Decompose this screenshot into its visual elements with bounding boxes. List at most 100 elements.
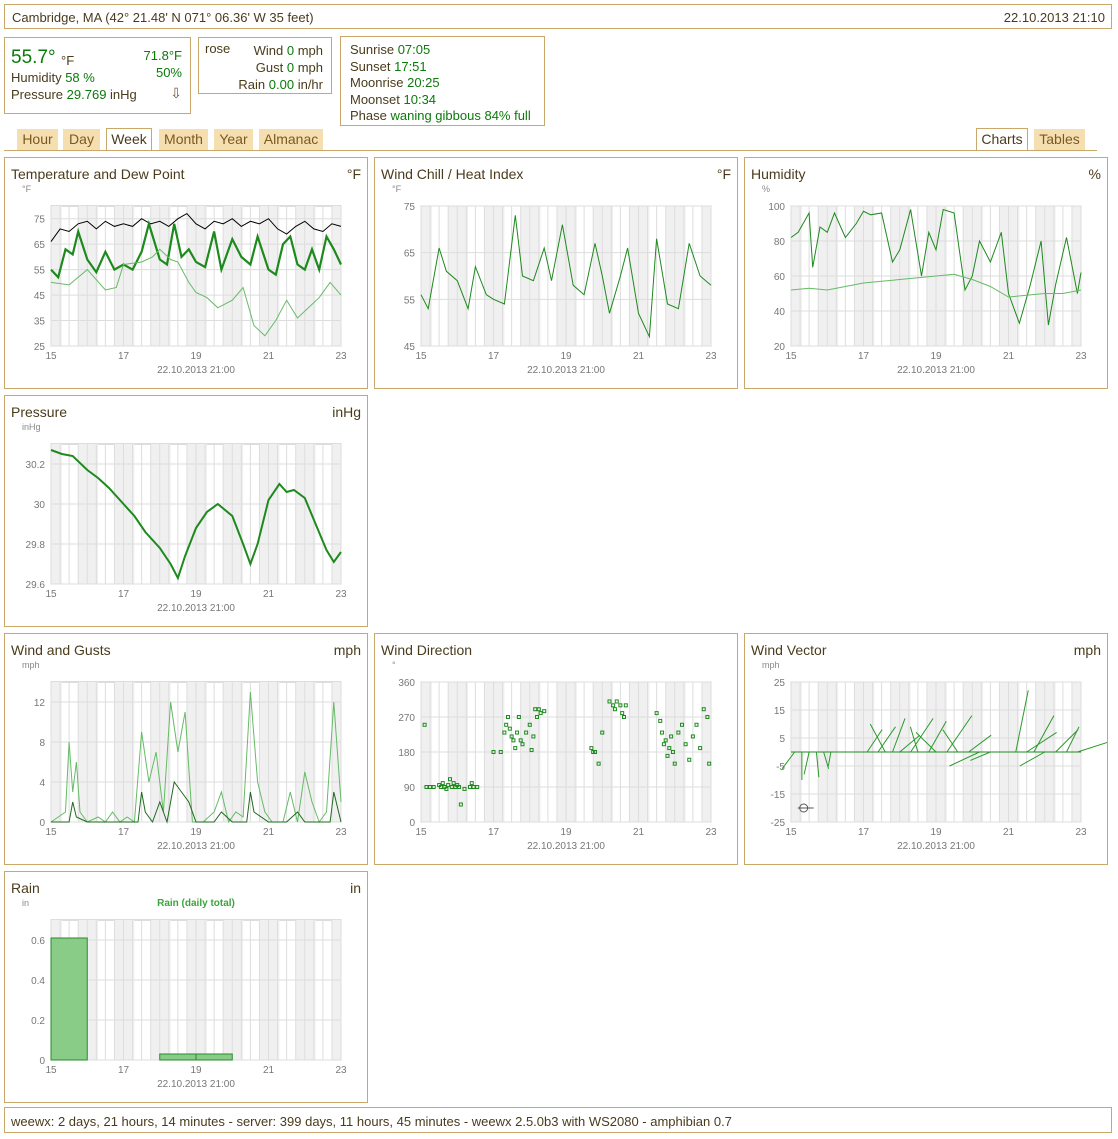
night-band — [268, 206, 280, 346]
humidity-label: Humidity — [11, 70, 62, 85]
moonset-row: Moonset 10:34 — [350, 92, 531, 109]
y-axis-unit: mph — [762, 660, 780, 670]
pressure-unit: inHg — [110, 87, 137, 102]
night-band — [114, 920, 124, 1060]
night-band — [186, 444, 196, 584]
x-tick-label: 15 — [45, 589, 57, 600]
y-tick-label: 100 — [768, 202, 785, 213]
y-axis-unit: °F — [392, 184, 402, 194]
night-band — [186, 206, 196, 346]
x-tick-label: 23 — [335, 827, 347, 838]
series-line — [50, 449, 342, 581]
x-tick-label: 15 — [415, 351, 427, 362]
y-tick-label: 30 — [34, 500, 46, 511]
y-tick-label: 25 — [774, 678, 786, 689]
wind-vector-chart-panel: Wind Vector mph -25 -15 -5 5 15 25 mph 15 17 19 21… — [744, 633, 1108, 865]
chart-unit: % — [1088, 166, 1101, 182]
scatter-point — [507, 726, 512, 731]
x-axis-date-label: 22.10.2013 21:00 — [157, 365, 235, 376]
night-band — [87, 920, 99, 1060]
wind-vector — [866, 729, 883, 753]
tab-charts[interactable]: Charts — [976, 128, 1028, 151]
wind-vector — [970, 751, 991, 761]
night-band — [268, 920, 280, 1060]
rain-row: Rain 0.00 in/hr — [238, 76, 323, 93]
night-band — [331, 444, 341, 584]
scatter-point — [529, 748, 534, 753]
x-tick-label: 19 — [190, 351, 202, 362]
night-band — [259, 206, 269, 346]
scatter-point — [422, 722, 427, 727]
scatter-point — [509, 734, 514, 739]
x-axis-date-label: 22.10.2013 21:00 — [527, 841, 605, 852]
pressure-trend-arrow-icon: ⇩ — [170, 85, 182, 101]
tab-tables[interactable]: Tables — [1034, 129, 1085, 150]
scatter-point — [520, 742, 525, 747]
chart-svg: 0 0.2 0.4 0.6 in 15 17 19 21 23 22.10.2013 21:00 Ra… — [22, 898, 347, 1090]
x-axis-date-label: 22.10.2013 21:00 — [527, 365, 605, 376]
night-band — [150, 682, 160, 822]
tab-hour[interactable]: Hour — [17, 129, 58, 150]
x-tick-label: 15 — [785, 351, 797, 362]
humidity-value: 58 % — [65, 70, 95, 85]
series-line — [50, 219, 342, 280]
night-band — [232, 920, 244, 1060]
x-tick-label: 17 — [488, 351, 500, 362]
y-tick-label: 0.4 — [31, 976, 45, 987]
wind-unit: mph — [297, 43, 323, 58]
night-band — [701, 206, 711, 346]
scatter-point — [536, 707, 541, 712]
tab-year[interactable]: Year — [214, 129, 253, 150]
inside-humidity: 50% — [155, 65, 182, 80]
x-tick-label: 17 — [118, 1065, 130, 1076]
y-tick-label: 0 — [39, 818, 45, 829]
tab-week[interactable]: Week — [106, 128, 152, 151]
night-band — [421, 206, 432, 346]
current-datetime: 22.10.2013 21:10 — [1003, 10, 1105, 25]
x-tick-label: 19 — [190, 827, 202, 838]
scatter-point — [506, 715, 510, 719]
wind-vector — [928, 720, 947, 753]
moonset-label: Moonset — [350, 91, 400, 107]
chart-svg: 45 55 65 75°F 15 17 19 21 23 22.10.2013 21:00 — [392, 184, 717, 376]
x-tick-label: 19 — [930, 827, 942, 838]
scatter-point — [661, 742, 666, 747]
x-tick-label: 15 — [45, 351, 57, 362]
x-axis-date-label: 22.10.2013 21:00 — [897, 365, 975, 376]
wind-label: Wind — [253, 43, 284, 58]
y-tick-label: 25 — [34, 342, 46, 353]
y-tick-label: 180 — [398, 748, 415, 759]
night-band — [304, 682, 316, 822]
scatter-point — [611, 703, 616, 708]
sunrise-value: 07:05 — [397, 42, 431, 57]
tab-month[interactable]: Month — [159, 129, 208, 150]
night-band — [123, 682, 135, 822]
night-band — [150, 444, 160, 584]
scatter-point — [428, 785, 433, 789]
y-tick-label: 360 — [398, 678, 415, 689]
scatter-point — [498, 750, 503, 754]
scatter-point — [458, 802, 463, 807]
scatter-point — [462, 786, 467, 791]
moonrise-row: Moonrise 20:25 — [350, 75, 531, 92]
scatter-point — [515, 730, 520, 735]
chart-svg: -25 -15 -5 5 15 25 mph 15 17 19 21 23 22.10.2013 21:… — [762, 660, 1107, 852]
gust-row: Gust 0 mph — [238, 59, 323, 76]
humidity-row: Humidity 58 % — [11, 70, 95, 85]
series-line — [420, 215, 712, 339]
sunset-value: 17:51 — [394, 58, 427, 74]
y-tick-label: 55 — [404, 295, 416, 306]
chart-title: Rain — [11, 880, 40, 896]
tab-almanac[interactable]: Almanac — [259, 129, 323, 150]
chart-title: Wind Direction — [381, 642, 473, 658]
scatter-point — [444, 786, 449, 791]
x-tick-label: 21 — [263, 589, 275, 600]
x-tick-label: 21 — [263, 1065, 275, 1076]
tab-day[interactable]: Day — [63, 129, 100, 150]
chart-unit: in — [350, 880, 361, 896]
night-band — [159, 682, 171, 822]
wind-vector — [915, 732, 937, 753]
night-band — [331, 920, 341, 1060]
scatter-point — [607, 699, 612, 704]
night-band — [602, 206, 614, 346]
